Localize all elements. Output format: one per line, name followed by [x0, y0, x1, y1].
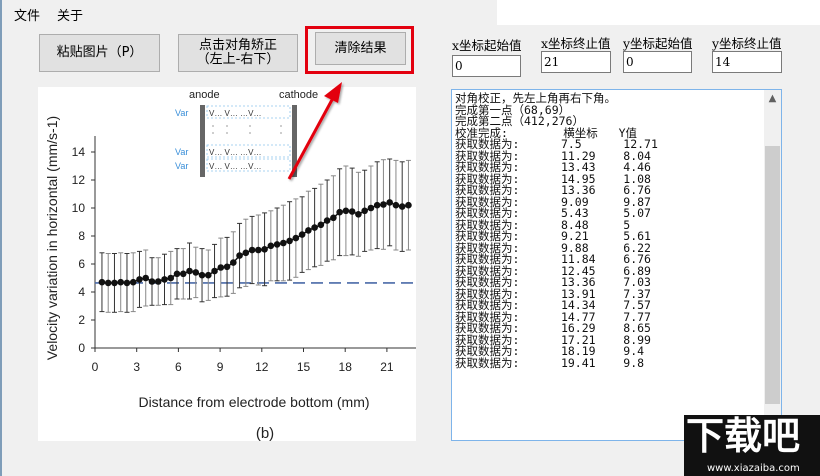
calibrate-label-line2: （左上-右下）	[196, 52, 280, 67]
watermark-logo: 下载吧 www.xiazaiba.com	[684, 414, 820, 476]
svg-text:Var: Var	[175, 161, 188, 171]
window-border	[0, 0, 2, 476]
paste-image-label: 粘贴图片（P）	[56, 45, 143, 60]
clear-results-button[interactable]: 清除结果	[315, 32, 406, 65]
svg-text:21: 21	[380, 360, 394, 374]
svg-text:8: 8	[78, 229, 85, 243]
x-end-label: x坐标终止值	[541, 36, 611, 51]
results-textbox[interactable]: 对角校正，先左上角再右下角。 完成第一点（68,69） 完成第二点（412,27…	[451, 89, 782, 441]
svg-text:2: 2	[78, 313, 85, 327]
svg-text:V… V… …V…: V… V… …V…	[209, 109, 261, 118]
svg-text:6: 6	[175, 360, 182, 374]
title-strip	[497, 0, 820, 25]
svg-text:6: 6	[78, 257, 85, 271]
scroll-up-arrow-icon[interactable]: ▲	[768, 93, 777, 104]
x-end-input[interactable]: 21	[541, 51, 611, 73]
y-end-input[interactable]: 14	[712, 51, 782, 73]
svg-text:V… V… …V…: V… V… …V…	[209, 162, 261, 171]
svg-text:Velocity variation in horizont: Velocity variation in horizontal (mm/s-1…	[44, 116, 60, 360]
svg-text:Distance from electrode bottom: Distance from electrode bottom (mm)	[138, 394, 369, 410]
vertical-scrollbar[interactable]: ▲	[764, 90, 781, 440]
svg-text:4: 4	[78, 285, 85, 299]
svg-text:14: 14	[72, 145, 86, 159]
x-start-input[interactable]: 0	[452, 55, 521, 77]
y-start-label: y坐标起始值	[623, 36, 693, 51]
watermark-url: www.xiazaiba.com	[707, 463, 800, 474]
svg-text:15: 15	[297, 360, 311, 374]
y-end-label: y坐标终止值	[712, 36, 782, 51]
results-text: 对角校正，先左上角再右下角。 完成第一点（68,69） 完成第二点（412,27…	[455, 91, 658, 370]
watermark-text: 下载吧	[686, 414, 801, 458]
svg-text:12: 12	[72, 173, 86, 187]
svg-text:12: 12	[255, 360, 269, 374]
svg-text:cathode: cathode	[279, 89, 318, 101]
diagonal-calibrate-button[interactable]: 点击对角矫正 （左上-右下）	[178, 34, 298, 72]
svg-text:Var: Var	[175, 108, 188, 118]
svg-text:Var: Var	[175, 147, 188, 157]
svg-text:(b): (b)	[256, 425, 274, 441]
y-start-input[interactable]: 0	[623, 51, 692, 73]
svg-text:anode: anode	[189, 89, 220, 101]
svg-text:10: 10	[72, 201, 86, 215]
pasted-image[interactable]: 0 2 4 6 8 10 12 14 0 3 6 9 12 15 18 21 Distance from ele…	[38, 87, 416, 441]
svg-text:0: 0	[78, 341, 85, 355]
svg-text:V… V… …V…: V… V… …V…	[209, 148, 261, 157]
paste-image-button[interactable]: 粘贴图片（P）	[39, 34, 160, 72]
menu-about[interactable]: 关于	[57, 9, 84, 24]
svg-text:3: 3	[133, 360, 140, 374]
chart: 0 2 4 6 8 10 12 14 0 3 6 9 12 15 18 21 Distance from ele…	[44, 87, 416, 441]
menu-bar: 文件 关于	[2, 0, 497, 26]
svg-text:0: 0	[92, 360, 99, 374]
x-start-label: x坐标起始值	[452, 38, 522, 53]
clear-results-label: 清除结果	[334, 40, 387, 56]
svg-text:18: 18	[339, 360, 353, 374]
svg-text:9: 9	[217, 360, 224, 374]
menu-file[interactable]: 文件	[14, 9, 41, 24]
highlight-box	[305, 26, 414, 74]
scroll-thumb[interactable]	[765, 146, 780, 404]
calibrate-label-line1: 点击对角矫正	[198, 38, 277, 53]
